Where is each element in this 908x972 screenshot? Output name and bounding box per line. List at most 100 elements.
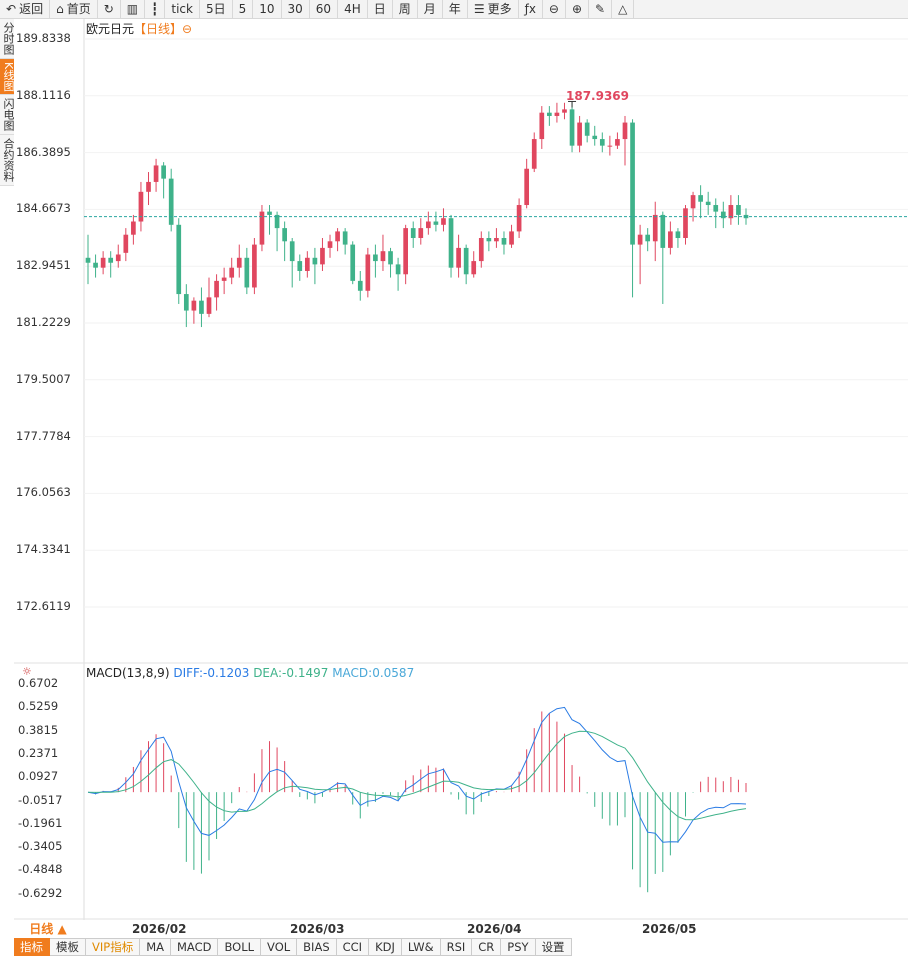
indicator-tab-2[interactable]: VIP指标: [86, 938, 141, 956]
period-7-button[interactable]: 5: [233, 0, 254, 18]
kline-chart[interactable]: ☼: [14, 19, 908, 920]
candle-body: [668, 231, 673, 248]
candle-body: [244, 257, 250, 288]
price-tick: 176.0563: [16, 485, 71, 500]
macd-value: MACD:0.0587: [332, 666, 415, 680]
period-14-button[interactable]: 月: [418, 0, 443, 18]
candle-body: [509, 231, 514, 245]
refresh-icon: ↻: [103, 2, 114, 16]
indicator-tab-10[interactable]: LW&: [401, 938, 441, 956]
home-button[interactable]: ⌂ 首页: [50, 0, 98, 18]
candle-body: [516, 205, 522, 232]
sidebar-item-2[interactable]: 闪电图: [0, 95, 15, 136]
home-icon: ⌂: [56, 2, 64, 16]
period-8-button[interactable]: 10: [253, 0, 282, 18]
candle-body: [403, 228, 408, 275]
bar-chart-button[interactable]: ▥: [121, 0, 146, 18]
candle-body: [426, 221, 431, 229]
candle-body: [252, 244, 257, 288]
candle-body: [320, 247, 325, 265]
indicator-tab-6[interactable]: VOL: [261, 938, 298, 956]
toolbar-label: 5: [238, 2, 247, 16]
candle-body: [342, 231, 348, 245]
candle-body: [456, 247, 461, 268]
macd-tick: 0.5259: [18, 699, 59, 714]
candle-body: [683, 208, 688, 239]
refresh-button[interactable]: ↻: [98, 0, 121, 18]
candle-body: [494, 238, 499, 242]
macd-tick: -0.4848: [18, 862, 63, 877]
period-selector[interactable]: 日线 ▲: [29, 922, 67, 936]
indicator-tab-9[interactable]: KDJ: [369, 938, 402, 956]
candle-body: [176, 224, 182, 295]
back-button[interactable]: ↶ 返回: [0, 0, 51, 18]
candle-body: [501, 238, 507, 245]
toolbar-label: 60: [315, 2, 332, 16]
candle-body: [622, 122, 628, 140]
candle-button[interactable]: ┇: [145, 0, 166, 18]
candle-body: [471, 261, 477, 275]
candle-body: [645, 234, 651, 242]
candle-body: [607, 145, 613, 147]
zoom-in-button[interactable]: ⊕: [566, 0, 590, 18]
sidebar-item-3[interactable]: 合约资料: [0, 135, 15, 187]
indicator-tab-12[interactable]: CR: [472, 938, 502, 956]
indicator-tab-4[interactable]: MACD: [171, 938, 219, 956]
candle-body: [418, 228, 424, 239]
candle-body: [229, 267, 235, 278]
period-6-button[interactable]: 5日: [200, 0, 233, 18]
candle-body: [312, 257, 318, 265]
triangle-button[interactable]: △: [612, 0, 635, 18]
toggle-icon[interactable]: ⊖: [182, 22, 193, 36]
zoom-out-button[interactable]: ⊖: [543, 0, 566, 18]
macd-tick: 0.3815: [18, 722, 59, 737]
candle-body: [123, 234, 129, 253]
period-9-button[interactable]: 30: [282, 0, 310, 18]
price-tick: 189.8338: [16, 31, 71, 45]
candle-body: [698, 195, 703, 202]
menu-button[interactable]: ☰ 更多: [468, 0, 519, 18]
candle-body: [388, 251, 393, 265]
period-5-button[interactable]: tick: [165, 0, 200, 18]
candle-body: [350, 244, 356, 281]
indicator-tab-3[interactable]: MA: [140, 938, 171, 956]
toolbar-label: 周: [398, 2, 411, 16]
candle-body: [584, 122, 590, 136]
price-tick: 184.6673: [16, 201, 71, 216]
candle-body: [433, 221, 439, 225]
period-12-button[interactable]: 日: [368, 0, 393, 18]
indicator-tab-7[interactable]: BIAS: [297, 938, 337, 956]
zoom-in-icon: ⊕: [571, 2, 583, 16]
indicator-tab-0[interactable]: 指标: [14, 938, 50, 956]
indicator-tab-11[interactable]: RSI: [440, 938, 473, 956]
indicator-tab-5[interactable]: BOLL: [218, 938, 262, 956]
period-11-button[interactable]: 4H: [338, 0, 368, 18]
indicator-tab-13[interactable]: PSY: [501, 938, 536, 956]
candle-body: [463, 247, 469, 275]
period-13-button[interactable]: 周: [393, 0, 418, 18]
candle-body: [236, 257, 242, 268]
function-button[interactable]: ƒx: [519, 0, 543, 18]
candle-body: [441, 218, 446, 225]
candle-body: [289, 241, 295, 262]
zoom-out-icon: ⊖: [548, 2, 559, 16]
settings-icon[interactable]: ☼: [22, 665, 32, 678]
pen-button[interactable]: ✎: [589, 0, 613, 18]
candle-body: [85, 257, 91, 263]
price-tick: 179.5007: [16, 371, 71, 386]
indicator-tab-1[interactable]: 模板: [50, 938, 86, 956]
candle-body: [615, 139, 620, 146]
candle-body: [713, 205, 719, 212]
period-15-button[interactable]: 年: [443, 0, 468, 18]
macd-tick: -0.1961: [18, 815, 63, 830]
toolbar-label: 更多: [487, 2, 512, 16]
macd-tick: 0.2371: [18, 745, 59, 760]
sidebar-item-1[interactable]: K线图: [0, 59, 15, 96]
indicator-tab-8[interactable]: CCI: [336, 938, 370, 956]
sidebar-item-0[interactable]: 分时图: [0, 19, 15, 59]
candle-body: [690, 195, 696, 209]
date-tick: 2026/02: [132, 922, 187, 936]
period-10-button[interactable]: 60: [310, 0, 339, 18]
indicator-tab-14[interactable]: 设置: [535, 938, 572, 956]
macd-tick: -0.6292: [18, 885, 63, 900]
